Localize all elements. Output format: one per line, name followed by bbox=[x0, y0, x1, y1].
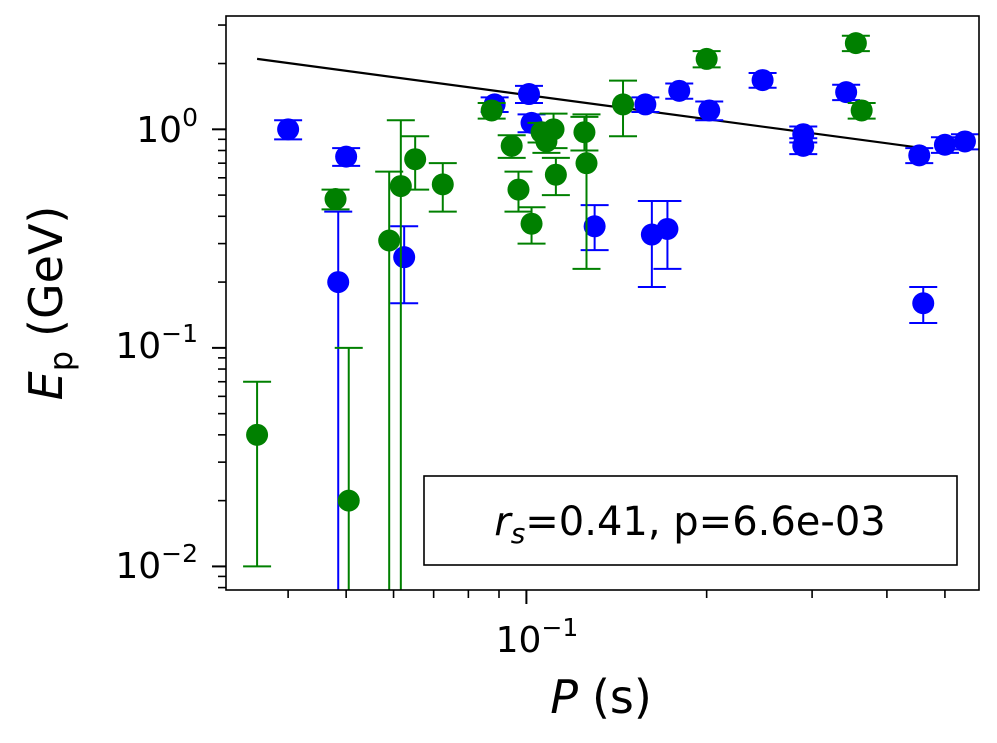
data-point-blue bbox=[332, 145, 361, 168]
x-axis-label: P (s) bbox=[550, 670, 652, 724]
data-point-green bbox=[692, 47, 721, 70]
stats-annotation: rs=0.41, p=6.6e-03 bbox=[423, 475, 958, 566]
data-point-blue bbox=[665, 79, 694, 102]
data-point-blue bbox=[748, 69, 777, 92]
y-axis-label: Ep(GeV) bbox=[19, 206, 80, 401]
data-point-blue bbox=[653, 199, 682, 270]
marker-green bbox=[507, 178, 530, 201]
y-tick-label: 100 bbox=[136, 103, 198, 151]
data-point-green bbox=[570, 115, 599, 152]
marker-green bbox=[500, 134, 523, 157]
plot-frame bbox=[225, 15, 980, 591]
data-point-green bbox=[541, 156, 570, 197]
marker-green bbox=[575, 152, 598, 175]
y-minor-ticks bbox=[218, 24, 226, 589]
marker-blue bbox=[953, 130, 976, 153]
data-point-green bbox=[477, 99, 506, 122]
data-point-green bbox=[504, 170, 533, 213]
marker-blue bbox=[698, 99, 721, 122]
data-point-green bbox=[386, 119, 415, 590]
marker-green bbox=[337, 489, 360, 512]
y-major-ticks bbox=[212, 128, 226, 568]
data-point-blue bbox=[324, 210, 353, 590]
marker-green bbox=[544, 163, 567, 186]
data-point-green bbox=[841, 32, 870, 55]
marker-blue bbox=[933, 133, 956, 156]
marker-green bbox=[520, 212, 543, 235]
marker-green bbox=[573, 121, 596, 144]
annotation-box bbox=[423, 475, 958, 566]
data-point-blue bbox=[789, 134, 818, 157]
y-tick-label: 10−2 bbox=[115, 539, 198, 587]
y-tick-label: 10−1 bbox=[115, 319, 198, 367]
data-point-green bbox=[572, 113, 601, 270]
marker-green bbox=[378, 229, 401, 252]
marker-green bbox=[480, 99, 503, 122]
series-green bbox=[243, 32, 876, 590]
data-point-blue bbox=[832, 81, 861, 104]
data-point-green bbox=[609, 79, 638, 138]
data-point-blue bbox=[514, 83, 543, 106]
marker-blue bbox=[668, 79, 691, 102]
marker-blue bbox=[912, 292, 935, 315]
marker-green bbox=[542, 118, 565, 141]
marker-green bbox=[324, 187, 347, 210]
marker-green bbox=[404, 148, 427, 171]
data-point-blue bbox=[390, 225, 419, 305]
marker-blue bbox=[277, 118, 300, 141]
x-tick-label: 10−1 bbox=[496, 613, 579, 661]
data-point-green bbox=[539, 112, 568, 150]
marker-blue bbox=[835, 81, 858, 104]
marker-blue bbox=[327, 271, 350, 294]
data-point-blue bbox=[930, 133, 959, 156]
marker-green bbox=[844, 32, 867, 55]
data-point-blue bbox=[274, 118, 303, 141]
marker-blue bbox=[908, 144, 931, 167]
marker-blue bbox=[583, 215, 606, 238]
marker-green bbox=[389, 175, 412, 198]
marker-blue bbox=[634, 93, 657, 116]
data-point-green bbox=[428, 162, 457, 213]
data-point-blue bbox=[580, 204, 609, 252]
series-layer bbox=[243, 32, 979, 590]
data-point-blue bbox=[909, 285, 938, 324]
marker-green bbox=[612, 93, 635, 116]
marker-blue bbox=[517, 83, 540, 106]
data-point-green bbox=[401, 135, 430, 191]
data-point-blue bbox=[950, 130, 979, 153]
data-point-blue bbox=[631, 93, 660, 116]
marker-blue bbox=[393, 246, 416, 269]
data-point-green bbox=[517, 206, 546, 245]
data-point-green bbox=[334, 346, 363, 590]
marker-green bbox=[246, 423, 269, 446]
data-point-green bbox=[375, 170, 404, 590]
data-point-green bbox=[321, 187, 350, 211]
marker-green bbox=[431, 173, 454, 196]
plot-data-layer bbox=[243, 32, 979, 590]
marker-green bbox=[850, 99, 873, 122]
marker-blue bbox=[656, 217, 679, 240]
marker-green bbox=[695, 47, 718, 70]
marker-blue bbox=[792, 134, 815, 157]
annotation-text: rs=0.41, p=6.6e-03 bbox=[494, 499, 886, 550]
data-point-green bbox=[847, 99, 876, 122]
x-minor-ticks bbox=[287, 590, 946, 598]
marker-blue bbox=[751, 69, 774, 92]
data-point-blue bbox=[695, 99, 724, 122]
data-point-blue bbox=[905, 144, 934, 167]
data-point-green bbox=[243, 380, 272, 568]
data-point-green bbox=[497, 134, 526, 159]
marker-blue bbox=[335, 145, 358, 168]
